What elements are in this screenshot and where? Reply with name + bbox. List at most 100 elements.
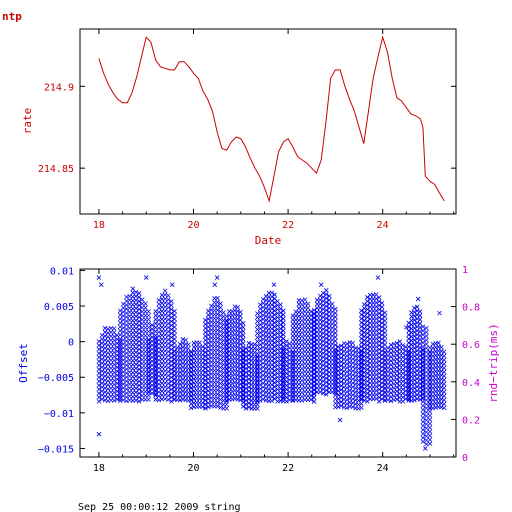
offset-point (394, 353, 400, 358)
offset-point (420, 407, 426, 412)
y2-tick-label: 0.2 (462, 415, 480, 426)
offset-point (166, 337, 171, 342)
offset-point (359, 348, 364, 353)
offset-point (269, 378, 275, 384)
offset-point (323, 356, 329, 361)
offset-point (224, 387, 229, 392)
offset-point (224, 323, 229, 328)
offset-point (240, 360, 246, 365)
offset-point (323, 320, 329, 325)
offset-point (311, 315, 317, 321)
offset-point (424, 369, 429, 375)
offset-point (183, 337, 188, 343)
offset-point (166, 353, 171, 358)
offset-point (240, 368, 246, 373)
offset-point (394, 349, 400, 354)
offset-point (166, 341, 171, 346)
offset-point (365, 327, 370, 332)
offset-point (424, 329, 429, 335)
offset-point (269, 354, 275, 360)
offset-point (323, 328, 329, 333)
round-trip-y-axis-label: rnd−trip(ms) (487, 323, 500, 402)
x-tick-label: 20 (187, 220, 199, 231)
offset-point (99, 282, 104, 287)
offset-point (284, 387, 289, 392)
offset-point (311, 379, 317, 385)
offset-point (136, 379, 142, 384)
offset-point (424, 381, 429, 387)
offset-point (146, 386, 151, 391)
offset-point (427, 413, 433, 418)
offset-point (143, 305, 148, 310)
offset-point (136, 363, 142, 368)
offset-point (269, 374, 275, 380)
offset-point (365, 335, 370, 340)
offset-point (365, 395, 370, 400)
offset-point (180, 341, 186, 346)
offset-point (420, 387, 426, 392)
offset-point (299, 398, 305, 403)
offset-point (441, 393, 447, 399)
offset-point (365, 299, 370, 304)
offset-point (96, 363, 102, 368)
offset-point (350, 340, 356, 346)
offset-point (240, 329, 246, 334)
offset-point (166, 393, 171, 398)
offset-point (136, 295, 142, 300)
offset-point (379, 320, 385, 326)
offset-point (169, 375, 174, 380)
offset-point (424, 425, 429, 431)
offset-point (420, 375, 426, 380)
offset-point (169, 303, 174, 308)
offset-point (424, 441, 429, 447)
offset-point (417, 313, 423, 318)
offset-point (96, 395, 102, 400)
offset-point (311, 351, 317, 357)
offset-point (318, 282, 324, 287)
offset-point (130, 286, 136, 291)
offset-point (238, 313, 243, 319)
offset-point (166, 325, 171, 330)
offset-point (323, 312, 329, 317)
offset-point (143, 301, 148, 306)
offset-point (359, 360, 364, 365)
offset-point (323, 392, 329, 397)
offset-point (96, 275, 102, 280)
offset-point (379, 316, 385, 322)
offset-point (424, 361, 429, 367)
offset-point (311, 343, 317, 349)
offset-point (166, 313, 171, 318)
offset-point (394, 361, 400, 366)
offset-point (146, 358, 151, 363)
offset-point (333, 306, 338, 312)
offset-point (333, 314, 338, 320)
offset-point (224, 351, 229, 356)
offset-point (143, 275, 149, 280)
offset-point (365, 339, 370, 344)
offset-point (240, 325, 246, 330)
offset-point (323, 292, 329, 297)
offset-point (111, 326, 117, 331)
offset-point (136, 375, 142, 380)
offset-point (311, 347, 317, 353)
offset-point (441, 381, 447, 387)
offset-point (308, 393, 314, 398)
y-tick-label: 0.005 (44, 302, 74, 313)
offset-point (365, 323, 370, 328)
offset-point (284, 363, 289, 368)
offset-point (379, 308, 385, 314)
offset-point (420, 395, 426, 400)
offset-point (224, 391, 229, 396)
offset-point (146, 362, 151, 367)
offset-point (96, 351, 102, 356)
offset-point (284, 367, 289, 372)
offset-point (441, 369, 447, 375)
offset-point (394, 345, 400, 350)
offset-point (336, 404, 341, 410)
offset-point (203, 405, 208, 411)
offset-point (169, 383, 174, 388)
offset-point (269, 294, 275, 300)
offset-point (169, 351, 174, 356)
offset-point (169, 359, 174, 364)
offset-point (439, 344, 444, 350)
